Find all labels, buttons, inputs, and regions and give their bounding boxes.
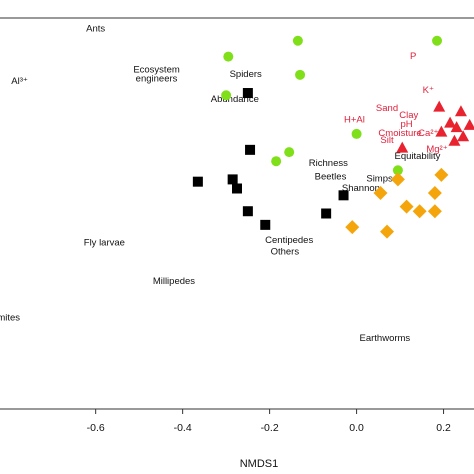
annotation-label: Others [271, 246, 300, 257]
annotation-label: Millipedes [153, 276, 195, 287]
orange-diamond-point [390, 172, 405, 187]
x-tick-label: -0.2 [261, 422, 279, 434]
annotation-label: Richness [309, 158, 348, 169]
annotation-label: Silt [380, 135, 394, 146]
annotation-label: Spiders [230, 69, 262, 80]
annotation-label: Abundance [211, 94, 259, 105]
black-square-point [192, 176, 203, 187]
orange-diamond-point [427, 204, 442, 219]
annotation-label: P [410, 51, 416, 62]
annotation-label: engineers [136, 74, 178, 85]
annotation-label: Earthworms [360, 333, 411, 344]
red-triangle-point [396, 141, 409, 153]
annotation-label: Mg²⁺ [426, 144, 447, 155]
x-tick-label: 0.2 [436, 422, 451, 434]
green-circle-point [271, 156, 282, 167]
x-axis-ticks: -0.6 -0.4 -0.2 0.0 0.2 [87, 409, 451, 434]
annotation-label: Cmoisture [378, 128, 421, 139]
red-triangle-point [444, 116, 457, 128]
black-square-point [242, 206, 253, 217]
red-triangle-point [454, 105, 467, 117]
annotation-label: K⁺ [423, 85, 434, 96]
orange-diamond-point [412, 204, 427, 219]
red-triangle-point [433, 100, 446, 112]
annotation-label: Fly larvae [84, 237, 125, 248]
annotation-label: mites [0, 312, 20, 323]
green-circle-point [223, 51, 234, 62]
orange-diamond-point [427, 186, 442, 201]
green-circle-point [351, 128, 362, 139]
red-triangle-point [450, 121, 463, 133]
red-triangle-point [435, 125, 448, 137]
orange-diamond-point [380, 224, 395, 239]
annotation-label: Shannon [342, 183, 380, 194]
orange-diamond-point [373, 186, 388, 201]
green-circle-point [392, 165, 403, 176]
orange-diamond-point [434, 167, 449, 182]
black-square-point [227, 174, 238, 185]
black-square-point [242, 88, 253, 99]
annotation-label: Equitability [394, 151, 440, 162]
x-tick-label: 0.0 [349, 422, 364, 434]
black-square-point [245, 144, 256, 155]
green-circle-point [284, 147, 295, 158]
annotation-label: Sand [376, 103, 398, 114]
black-square-point [260, 219, 271, 230]
annotation-label: Al³⁺ [11, 76, 28, 87]
orange-diamond-point [345, 220, 360, 235]
data-points [192, 35, 474, 239]
green-circle-point [432, 35, 443, 46]
x-axis-title: NMDS1 [240, 458, 279, 470]
annotation-label: H+Al [344, 115, 365, 126]
annotation-label: Simpson [366, 174, 403, 185]
annotation-label: pH [401, 119, 413, 130]
black-square-point [321, 208, 332, 219]
red-triangle-point [457, 130, 470, 142]
red-triangle-point [448, 134, 461, 146]
annotation-label: Ecosystem [133, 65, 180, 76]
green-circle-point [295, 69, 306, 80]
x-tick-label: -0.4 [174, 422, 192, 434]
black-square-point [338, 190, 349, 201]
annotation-label: Beetles [315, 171, 347, 182]
annotation-label: Ants [86, 24, 105, 35]
green-circle-point [292, 35, 303, 46]
x-tick-label: -0.6 [87, 422, 105, 434]
annotation-label: Ca²⁺ [418, 128, 438, 139]
annotation-label: Clay [399, 110, 418, 121]
black-square-point [232, 183, 242, 194]
orange-diamond-point [399, 199, 414, 214]
green-circle-point [221, 90, 232, 101]
red-triangle-point [463, 118, 474, 130]
annotation-label: Centipedes [265, 235, 313, 246]
